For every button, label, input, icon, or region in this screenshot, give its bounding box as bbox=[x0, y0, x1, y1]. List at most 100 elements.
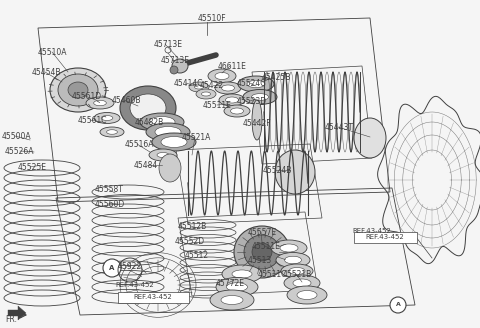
Ellipse shape bbox=[149, 149, 177, 161]
Ellipse shape bbox=[50, 68, 106, 112]
Ellipse shape bbox=[271, 240, 307, 256]
Ellipse shape bbox=[252, 93, 268, 100]
Ellipse shape bbox=[161, 136, 187, 148]
Ellipse shape bbox=[58, 74, 98, 106]
Ellipse shape bbox=[224, 105, 250, 117]
Ellipse shape bbox=[226, 97, 239, 103]
Text: 45512: 45512 bbox=[185, 251, 209, 260]
Text: 45482B: 45482B bbox=[135, 118, 164, 127]
Text: REF.43-452: REF.43-452 bbox=[366, 234, 404, 240]
Text: 45460B: 45460B bbox=[112, 96, 142, 105]
Text: 45422: 45422 bbox=[200, 81, 224, 90]
Ellipse shape bbox=[284, 275, 320, 291]
Ellipse shape bbox=[232, 270, 252, 278]
Text: 45558T: 45558T bbox=[95, 185, 124, 194]
Ellipse shape bbox=[86, 97, 114, 109]
Ellipse shape bbox=[216, 277, 258, 297]
Text: 45922: 45922 bbox=[118, 262, 142, 271]
Ellipse shape bbox=[94, 100, 106, 106]
Ellipse shape bbox=[275, 150, 315, 194]
Ellipse shape bbox=[289, 268, 305, 275]
Text: 45510F: 45510F bbox=[198, 14, 227, 23]
Text: 45414C: 45414C bbox=[174, 79, 204, 88]
Ellipse shape bbox=[196, 89, 216, 99]
Ellipse shape bbox=[281, 264, 313, 278]
Ellipse shape bbox=[276, 253, 310, 268]
Ellipse shape bbox=[293, 279, 311, 287]
Ellipse shape bbox=[202, 92, 211, 96]
Text: 45510A: 45510A bbox=[38, 48, 68, 57]
Ellipse shape bbox=[194, 85, 204, 89]
Text: 45442F: 45442F bbox=[243, 119, 272, 128]
Ellipse shape bbox=[170, 66, 178, 74]
Text: 45511E: 45511E bbox=[252, 242, 281, 251]
FancyBboxPatch shape bbox=[118, 292, 189, 302]
Ellipse shape bbox=[120, 86, 176, 130]
Ellipse shape bbox=[219, 94, 245, 106]
Text: 45521B: 45521B bbox=[283, 270, 312, 279]
Ellipse shape bbox=[140, 113, 184, 131]
Text: 45560D: 45560D bbox=[95, 200, 125, 209]
Ellipse shape bbox=[252, 243, 272, 261]
Text: 45525E: 45525E bbox=[18, 163, 47, 172]
FancyBboxPatch shape bbox=[353, 232, 417, 242]
Text: 45552D: 45552D bbox=[175, 237, 205, 246]
Ellipse shape bbox=[94, 113, 120, 124]
Text: 45443T: 45443T bbox=[325, 123, 354, 132]
Ellipse shape bbox=[354, 118, 386, 158]
Text: 45516A: 45516A bbox=[125, 140, 155, 149]
Text: 45512B: 45512B bbox=[178, 222, 207, 231]
Text: REF.43-452: REF.43-452 bbox=[133, 294, 172, 300]
Text: REF.43-452: REF.43-452 bbox=[115, 282, 154, 288]
Ellipse shape bbox=[210, 290, 254, 310]
Polygon shape bbox=[8, 306, 26, 320]
Ellipse shape bbox=[221, 85, 235, 91]
Ellipse shape bbox=[280, 244, 298, 252]
Text: REF.43-452: REF.43-452 bbox=[352, 228, 391, 234]
Ellipse shape bbox=[227, 283, 248, 291]
Ellipse shape bbox=[234, 226, 290, 278]
Ellipse shape bbox=[252, 100, 262, 140]
Ellipse shape bbox=[244, 235, 280, 269]
Text: 45524B: 45524B bbox=[263, 166, 292, 175]
Ellipse shape bbox=[155, 127, 181, 137]
Ellipse shape bbox=[285, 256, 301, 264]
Text: 45484: 45484 bbox=[134, 161, 158, 170]
Ellipse shape bbox=[297, 291, 317, 299]
Ellipse shape bbox=[159, 154, 181, 182]
Ellipse shape bbox=[222, 265, 262, 283]
Text: 45524C: 45524C bbox=[237, 79, 266, 88]
Ellipse shape bbox=[172, 59, 188, 73]
Text: 45526A: 45526A bbox=[5, 147, 35, 156]
Text: 45561D: 45561D bbox=[72, 92, 102, 101]
Text: 45523D: 45523D bbox=[237, 97, 267, 106]
Ellipse shape bbox=[208, 69, 236, 83]
Text: FR.: FR. bbox=[5, 315, 17, 324]
Text: 45511C: 45511C bbox=[258, 270, 288, 279]
Ellipse shape bbox=[243, 90, 277, 105]
Text: 45521A: 45521A bbox=[182, 133, 211, 142]
Ellipse shape bbox=[107, 130, 118, 134]
Ellipse shape bbox=[100, 127, 124, 137]
Ellipse shape bbox=[287, 286, 327, 304]
Text: 45557E: 45557E bbox=[248, 228, 277, 237]
Text: 45713E: 45713E bbox=[154, 40, 183, 49]
Ellipse shape bbox=[238, 76, 274, 92]
Text: 45454B: 45454B bbox=[32, 68, 61, 77]
Text: 45713E: 45713E bbox=[161, 56, 190, 65]
Text: 45513: 45513 bbox=[248, 256, 272, 265]
Ellipse shape bbox=[221, 296, 243, 304]
Ellipse shape bbox=[215, 82, 241, 94]
Ellipse shape bbox=[101, 115, 113, 120]
Ellipse shape bbox=[247, 80, 265, 88]
Text: 45425B: 45425B bbox=[262, 73, 291, 82]
Ellipse shape bbox=[146, 123, 190, 141]
Ellipse shape bbox=[149, 116, 175, 128]
Ellipse shape bbox=[390, 297, 406, 313]
Text: 46611E: 46611E bbox=[218, 62, 247, 71]
Ellipse shape bbox=[130, 94, 166, 122]
Ellipse shape bbox=[152, 133, 196, 151]
Ellipse shape bbox=[157, 153, 169, 157]
Text: A: A bbox=[109, 265, 115, 271]
Ellipse shape bbox=[189, 82, 209, 92]
